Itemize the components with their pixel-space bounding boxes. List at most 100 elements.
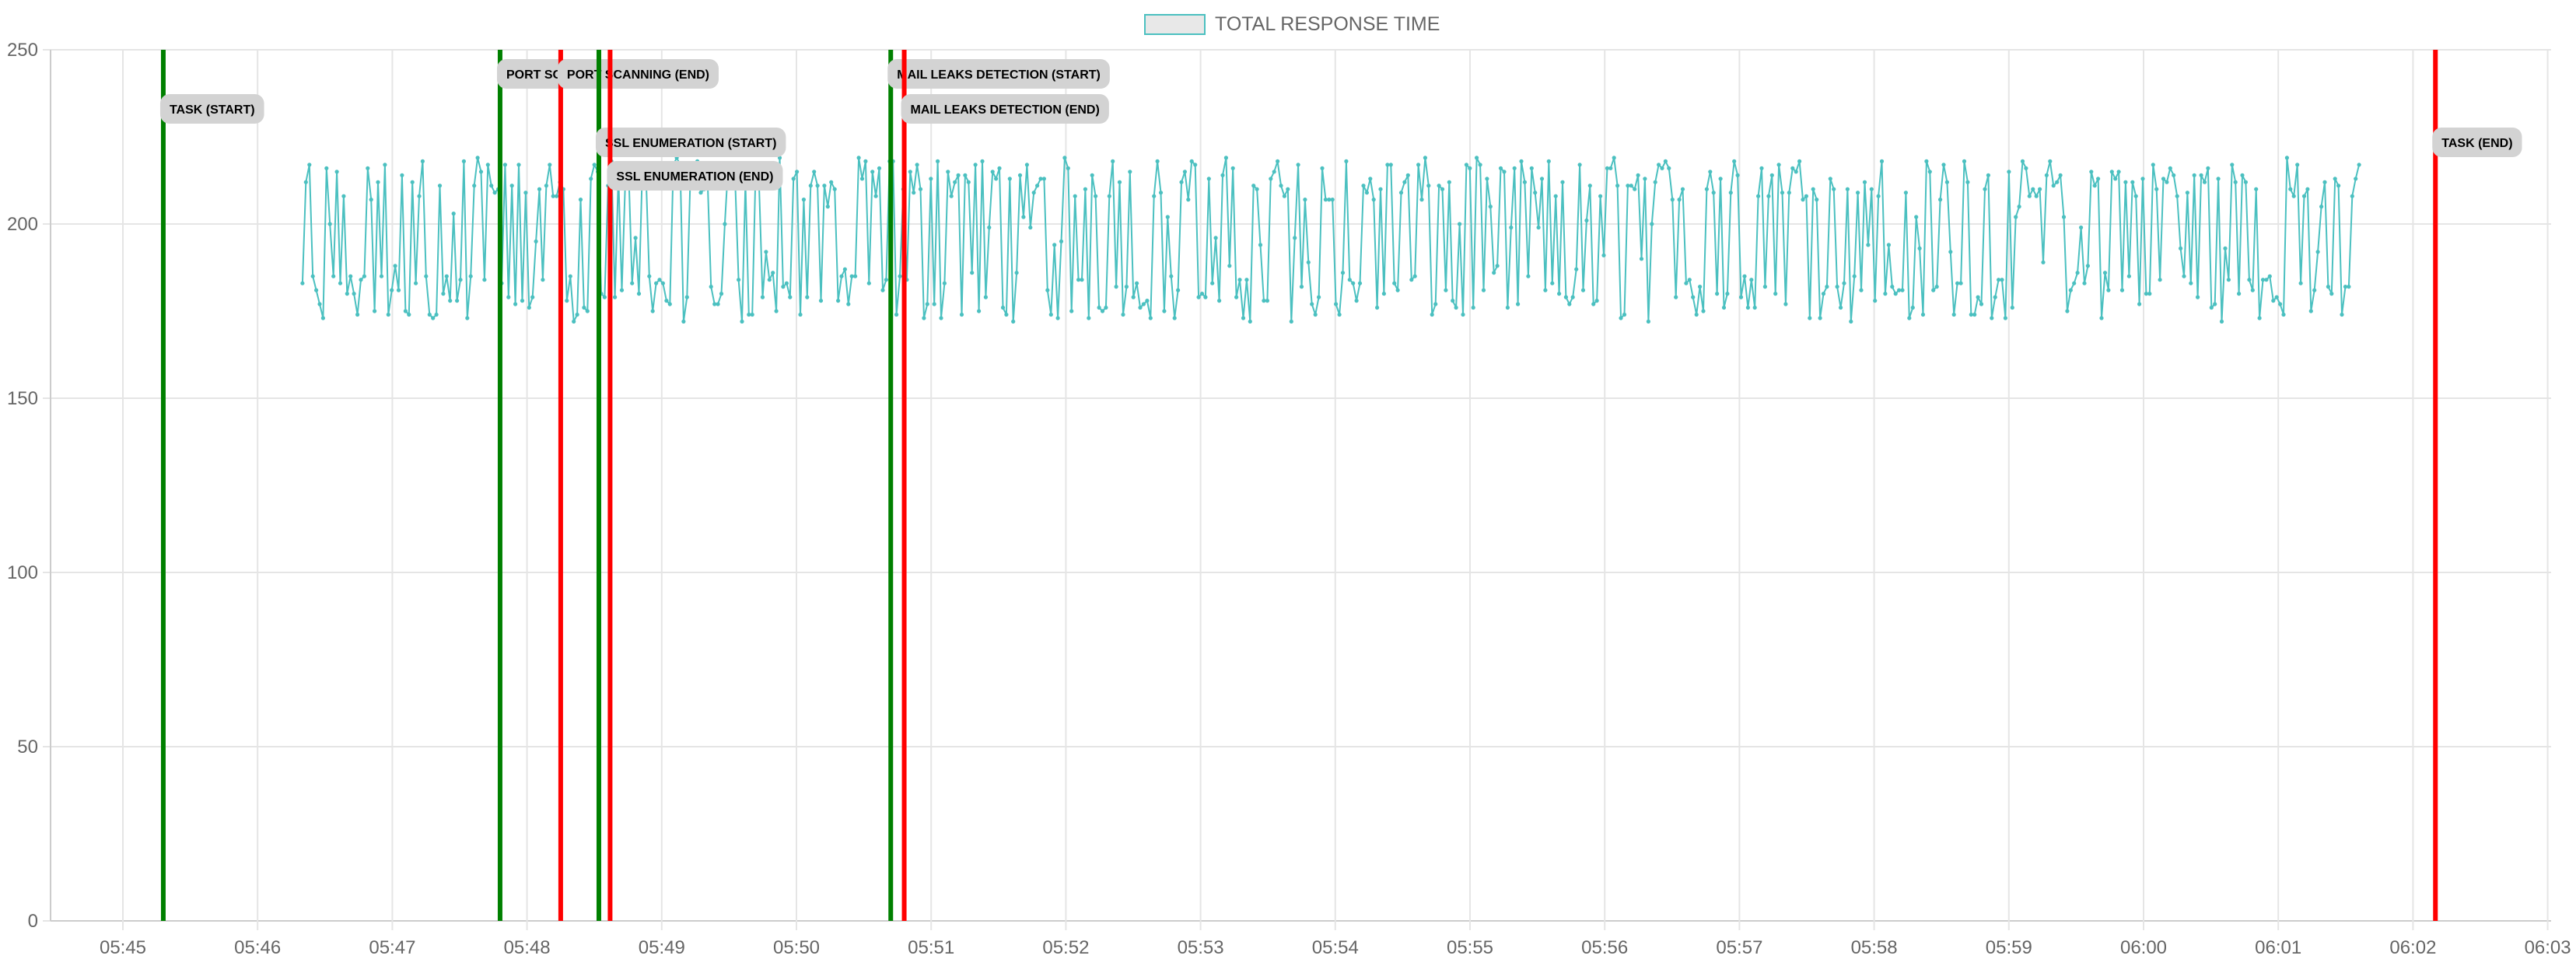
data-point[interactable] <box>880 288 885 292</box>
data-point[interactable] <box>2126 274 2131 278</box>
data-point[interactable] <box>2041 260 2046 264</box>
data-point[interactable] <box>2350 194 2354 198</box>
data-point[interactable] <box>555 194 559 198</box>
data-point[interactable] <box>2147 292 2152 296</box>
data-point[interactable] <box>1646 319 1650 324</box>
data-point[interactable] <box>660 281 666 285</box>
data-point[interactable] <box>1879 159 1885 163</box>
data-point[interactable] <box>448 299 453 303</box>
data-point[interactable] <box>1347 278 1352 282</box>
data-point[interactable] <box>444 274 449 278</box>
data-point[interactable] <box>1475 156 1479 160</box>
data-point[interactable] <box>1440 187 1445 191</box>
data-point[interactable] <box>2151 163 2155 167</box>
data-point[interactable] <box>1762 285 1767 289</box>
data-point[interactable] <box>1708 170 1713 174</box>
data-point[interactable] <box>1412 274 1417 278</box>
data-point[interactable] <box>1076 278 1081 282</box>
data-point[interactable] <box>2301 194 2307 198</box>
data-point[interactable] <box>1983 187 1987 191</box>
data-point[interactable] <box>485 163 490 167</box>
data-point[interactable] <box>1783 302 1788 306</box>
data-point[interactable] <box>1931 288 1936 292</box>
event-marker-mail-leaks-detection-end[interactable]: MAIL LEAKS DETECTION (END) <box>901 50 1109 921</box>
data-point[interactable] <box>1392 281 1397 285</box>
data-point[interactable] <box>856 156 861 160</box>
data-point[interactable] <box>1674 295 1678 299</box>
data-point[interactable] <box>2329 292 2334 296</box>
data-point[interactable] <box>1516 302 1521 306</box>
data-point[interactable] <box>1135 281 1139 285</box>
data-point[interactable] <box>894 312 899 317</box>
data-point[interactable] <box>966 180 971 184</box>
data-point[interactable] <box>1241 316 1246 320</box>
data-point[interactable] <box>1903 191 1908 195</box>
data-point[interactable] <box>1536 225 1541 230</box>
data-point[interactable] <box>472 184 477 188</box>
data-point[interactable] <box>1563 295 1568 299</box>
data-point[interactable] <box>1066 166 1070 170</box>
data-point[interactable] <box>2199 173 2203 177</box>
data-point[interactable] <box>1900 288 1905 292</box>
chart-legend[interactable]: TOTAL RESPONSE TIME <box>1144 13 1440 35</box>
data-point[interactable] <box>1787 191 1791 195</box>
data-point[interactable] <box>2343 285 2348 289</box>
data-point[interactable] <box>1910 305 1915 310</box>
data-point[interactable] <box>1048 312 1053 317</box>
data-point[interactable] <box>1927 170 1932 174</box>
event-marker-ssl-enumeration-end[interactable]: SSL ENUMERATION (END) <box>607 50 783 921</box>
data-point[interactable] <box>1375 305 1380 310</box>
data-point[interactable] <box>1007 177 1012 181</box>
data-point[interactable] <box>1272 170 1276 174</box>
data-point[interactable] <box>1745 305 1750 310</box>
data-point[interactable] <box>2284 156 2289 160</box>
data-point[interactable] <box>1471 305 1475 310</box>
data-point[interactable] <box>1402 180 1407 184</box>
data-point[interactable] <box>863 159 868 163</box>
data-point[interactable] <box>1492 271 1496 275</box>
data-point[interactable] <box>1790 166 1795 170</box>
data-point[interactable] <box>684 295 689 299</box>
data-point[interactable] <box>846 302 851 306</box>
data-point[interactable] <box>1773 292 1778 296</box>
data-point[interactable] <box>2264 278 2269 282</box>
data-point[interactable] <box>1728 191 1733 195</box>
data-point[interactable] <box>352 292 356 296</box>
data-point[interactable] <box>2347 285 2351 289</box>
data-point[interactable] <box>434 312 439 317</box>
data-point[interactable] <box>1828 177 1832 181</box>
data-point[interactable] <box>2240 173 2245 177</box>
data-point[interactable] <box>636 292 642 296</box>
data-point[interactable] <box>575 312 579 317</box>
data-point[interactable] <box>912 191 916 195</box>
data-point[interactable] <box>1014 271 1019 275</box>
data-point[interactable] <box>568 274 572 278</box>
data-point[interactable] <box>963 173 968 177</box>
data-point[interactable] <box>475 156 480 160</box>
data-point[interactable] <box>1622 312 1627 317</box>
data-point[interactable] <box>366 166 370 170</box>
data-point[interactable] <box>1289 319 1293 324</box>
data-point[interactable] <box>836 299 841 303</box>
data-point[interactable] <box>2271 299 2276 303</box>
data-point[interactable] <box>327 222 332 226</box>
data-point[interactable] <box>1660 166 1664 170</box>
data-point[interactable] <box>424 274 429 278</box>
data-point[interactable] <box>1732 159 1737 163</box>
data-point[interactable] <box>1951 312 1956 317</box>
data-point[interactable] <box>1059 239 1064 243</box>
data-point[interactable] <box>1405 173 1410 177</box>
data-point[interactable] <box>1357 281 1363 285</box>
data-point[interactable] <box>1650 222 1654 226</box>
data-point[interactable] <box>2130 180 2135 184</box>
data-point[interactable] <box>915 163 919 167</box>
data-point[interactable] <box>1808 316 1812 320</box>
data-point[interactable] <box>784 281 789 285</box>
data-point[interactable] <box>1636 173 1640 177</box>
data-point[interactable] <box>565 299 569 303</box>
data-point[interactable] <box>740 319 744 324</box>
data-point[interactable] <box>1715 292 1720 296</box>
data-point[interactable] <box>1825 285 1829 289</box>
data-point[interactable] <box>1962 159 1967 163</box>
data-point[interactable] <box>314 288 319 292</box>
